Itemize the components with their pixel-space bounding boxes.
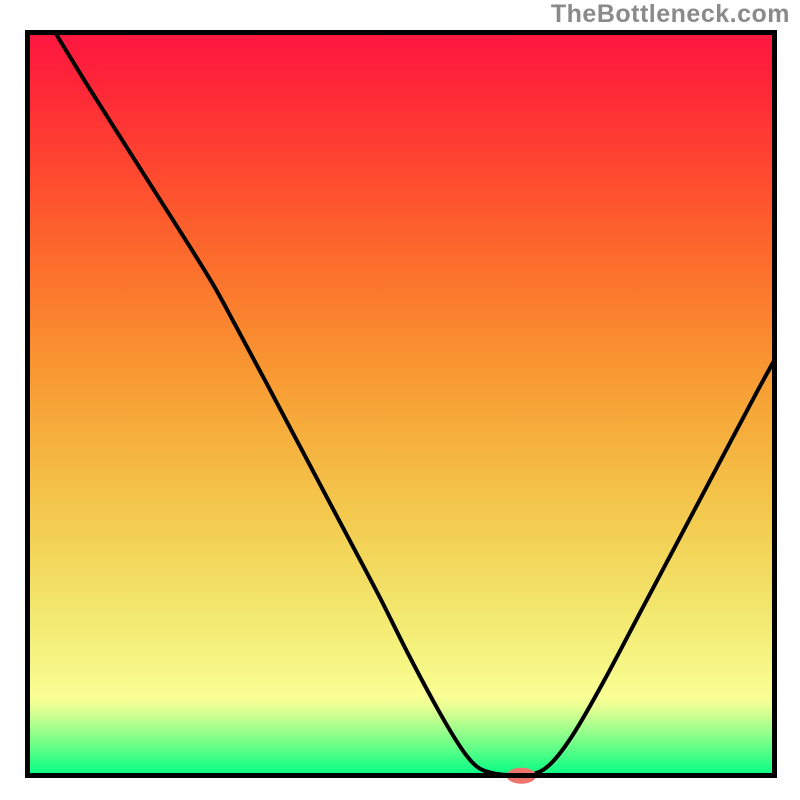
watermark-text: TheBottleneck.com [551,0,790,29]
chart-frame: TheBottleneck.com [0,0,800,800]
gradient-background [25,30,777,778]
bottleneck-chart [0,0,800,800]
plot-area [25,30,777,783]
